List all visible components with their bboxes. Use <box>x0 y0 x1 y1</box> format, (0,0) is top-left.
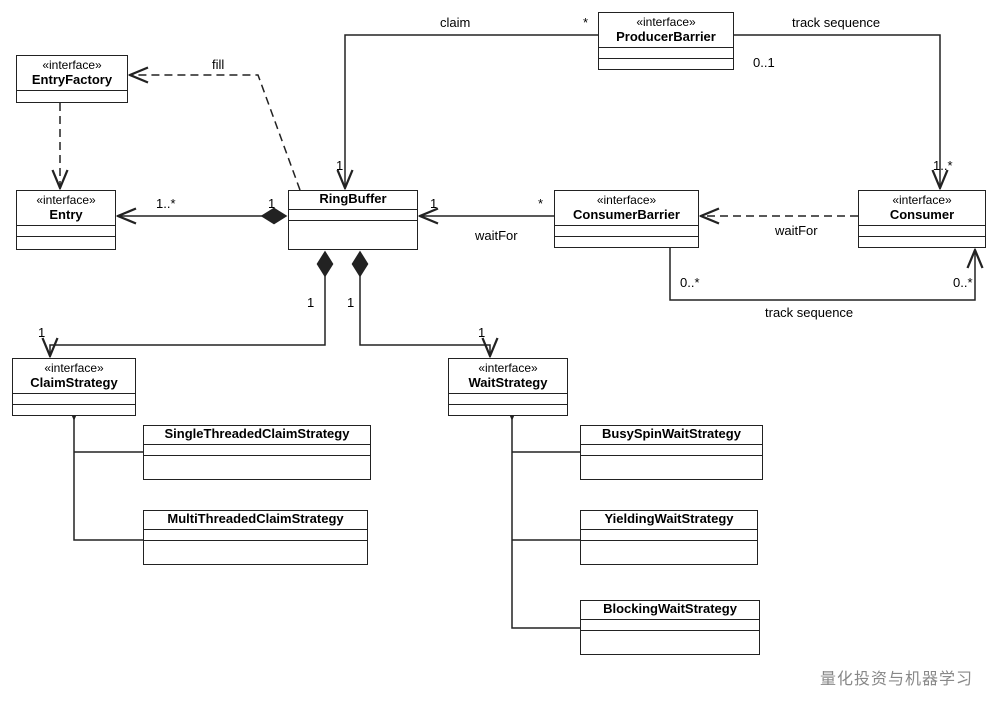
edge-label: 1 <box>336 158 343 173</box>
node-ClaimStrategy: «interface»ClaimStrategy <box>12 358 136 416</box>
edge-label: track sequence <box>765 305 853 320</box>
edge-label: 1 <box>307 295 314 310</box>
node-Entry: «interface»Entry <box>16 190 116 250</box>
node-EntryFactory: «interface»EntryFactory <box>16 55 128 103</box>
edge-label: claim <box>440 15 470 30</box>
edge-label: 1 <box>430 196 437 211</box>
node-RingBuffer: RingBuffer <box>288 190 418 250</box>
class-name: ProducerBarrier <box>599 29 733 47</box>
stereotype: «interface» <box>449 359 567 375</box>
node-ProducerBarrier: «interface»ProducerBarrier <box>598 12 734 70</box>
edge-label: track sequence <box>792 15 880 30</box>
watermark: 量化投资与机器学习 <box>820 665 973 689</box>
class-name: Consumer <box>859 207 985 225</box>
class-name: BlockingWaitStrategy <box>581 601 759 619</box>
class-name: WaitStrategy <box>449 375 567 393</box>
class-name: EntryFactory <box>17 72 127 90</box>
stereotype: «interface» <box>859 191 985 207</box>
class-name: Entry <box>17 207 115 225</box>
edge-label: fill <box>212 57 224 72</box>
stereotype: «interface» <box>599 13 733 29</box>
stereotype: «interface» <box>555 191 698 207</box>
edge-label: waitFor <box>775 223 818 238</box>
node-YieldingWaitStrategy: YieldingWaitStrategy <box>580 510 758 565</box>
node-BlockingWaitStrategy: BlockingWaitStrategy <box>580 600 760 655</box>
edge-label: 1 <box>478 325 485 340</box>
edge-label: 1 <box>38 325 45 340</box>
stereotype: «interface» <box>17 56 127 72</box>
node-ConsumerBarrier: «interface»ConsumerBarrier <box>554 190 699 248</box>
stereotype: «interface» <box>17 191 115 207</box>
edge-label: 0..* <box>680 275 700 290</box>
edge-label: 1..* <box>156 196 176 211</box>
node-BusySpinWaitStrategy: BusySpinWaitStrategy <box>580 425 763 480</box>
class-name: ClaimStrategy <box>13 375 135 393</box>
node-Consumer: «interface»Consumer <box>858 190 986 248</box>
node-SingleThreadedClaimStrategy: SingleThreadedClaimStrategy <box>143 425 371 480</box>
edge-label: 0..1 <box>753 55 775 70</box>
class-name: YieldingWaitStrategy <box>581 511 757 529</box>
class-name: ConsumerBarrier <box>555 207 698 225</box>
edge-label: * <box>538 196 543 211</box>
class-name: BusySpinWaitStrategy <box>581 426 762 444</box>
edge-label: 1 <box>347 295 354 310</box>
node-WaitStrategy: «interface»WaitStrategy <box>448 358 568 416</box>
edge-label: * <box>583 15 588 30</box>
node-MultiThreadedClaimStrategy: MultiThreadedClaimStrategy <box>143 510 368 565</box>
class-name: MultiThreadedClaimStrategy <box>144 511 367 529</box>
edge-label: 0..* <box>953 275 973 290</box>
edge-label: 1 <box>268 196 275 211</box>
stereotype: «interface» <box>13 359 135 375</box>
class-name: RingBuffer <box>289 191 417 209</box>
edge-label: waitFor <box>475 228 518 243</box>
class-name: SingleThreadedClaimStrategy <box>144 426 370 444</box>
edge-label: 1..* <box>933 158 953 173</box>
